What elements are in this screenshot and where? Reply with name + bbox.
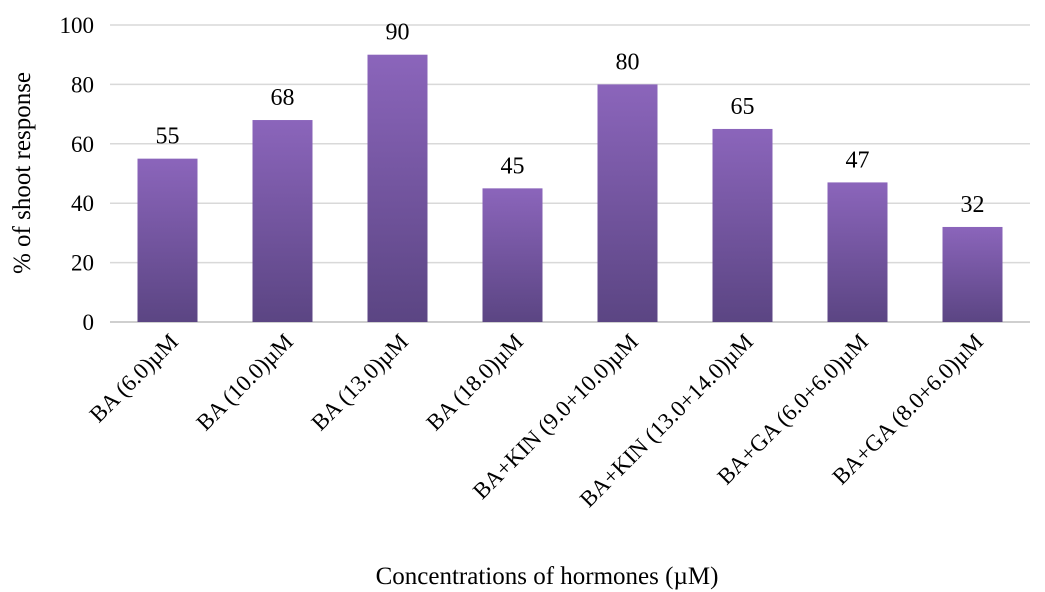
bar [482, 188, 543, 322]
y-tick-label: 100 [60, 13, 95, 38]
y-axis-title: % of shoot response [9, 72, 36, 274]
bar [827, 182, 888, 322]
data-label: 68 [271, 85, 295, 111]
x-tick-label: BA (6.0)µM [85, 329, 183, 427]
data-label: 80 [616, 49, 640, 75]
y-tick-label: 80 [71, 72, 94, 97]
data-label: 65 [731, 94, 755, 120]
data-label: 55 [156, 124, 180, 150]
x-tick-label: BA (18.0)µM [421, 329, 528, 436]
bar [252, 120, 313, 322]
data-labels: 55 68 90 45 80 65 47 32 [156, 20, 985, 218]
y-tick-label: 40 [71, 191, 94, 216]
y-tick-label: 0 [83, 310, 95, 335]
bar [597, 84, 658, 323]
bar [942, 226, 1003, 322]
y-axis-ticks: 0 20 40 60 80 100 [60, 13, 95, 335]
x-axis-categories: BA (6.0)µM BA (10.0)µM BA (13.0)µM BA (18.0… [85, 329, 988, 512]
x-tick-label: BA (10.0)µM [191, 329, 298, 436]
data-label: 47 [846, 147, 870, 173]
data-label: 45 [501, 153, 525, 179]
data-label: 32 [961, 192, 985, 218]
bar [137, 158, 198, 322]
bar [712, 128, 773, 322]
y-tick-label: 20 [71, 251, 94, 276]
y-tick-label: 60 [71, 132, 94, 157]
data-label: 90 [386, 20, 410, 46]
bar [367, 54, 428, 322]
x-tick-label: BA (13.0)µM [306, 329, 413, 436]
x-axis-title: Concentrations of hormones (µM) [376, 563, 719, 590]
bars [137, 54, 1003, 323]
gridlines [110, 24, 1030, 323]
